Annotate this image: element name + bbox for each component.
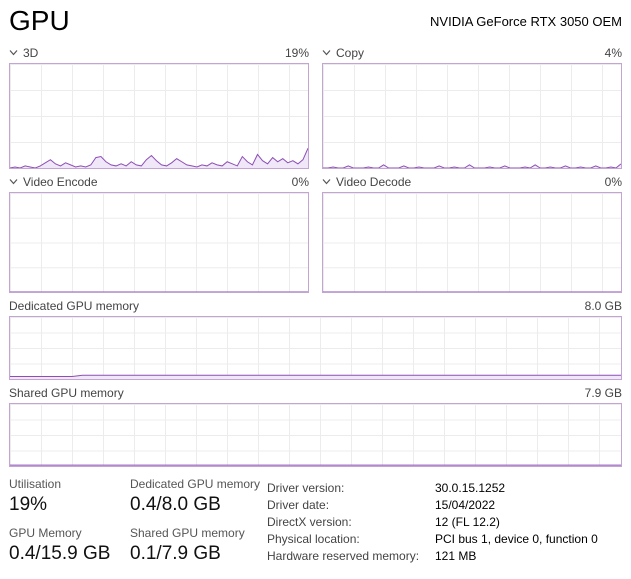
- detail-label: Driver date:: [267, 498, 330, 512]
- stat-gpu-memory-value: 0.4/15.9 GB: [9, 543, 111, 564]
- chart-copy-value: 4%: [604, 45, 622, 60]
- detail-label: Hardware reserved memory:: [267, 549, 420, 563]
- stats-column-1: Utilisation 19% GPU Memory 0.4/15.9 GB: [9, 477, 130, 575]
- chart-dedicated-memory-header: Dedicated GPU memory 8.0 GB: [9, 298, 622, 313]
- stat-utilisation-label: Utilisation: [9, 477, 62, 491]
- chart-copy-label: Copy: [336, 45, 365, 60]
- detail-row: Driver version: 30.0.15.1252: [267, 480, 622, 497]
- chart-shared-memory-label: Shared GPU memory: [9, 385, 124, 400]
- chart-video-decode-header: Video Decode 0%: [322, 174, 622, 189]
- detail-value: 30.0.15.1252: [435, 481, 506, 495]
- utilization-chart-grid: 3D 19% Copy 4%: [9, 40, 622, 293]
- stat-gpu-memory: GPU Memory 0.4/15.9 GB: [9, 526, 130, 566]
- stat-dedicated-memory: Dedicated GPU memory 0.4/8.0 GB: [130, 477, 267, 517]
- chart-3d-label: 3D: [23, 45, 39, 60]
- chart-video-encode: Video Encode 0%: [9, 169, 309, 293]
- detail-row: Physical location: PCI bus 1, device 0, …: [267, 531, 622, 548]
- chevron-down-icon[interactable]: [322, 178, 331, 185]
- chart-3d-canvas: [9, 63, 309, 169]
- chart-3d: 3D 19%: [9, 40, 309, 169]
- stat-shared-memory: Shared GPU memory 0.1/7.9 GB: [130, 526, 267, 566]
- chart-3d-header: 3D 19%: [9, 45, 309, 60]
- chart-video-encode-label: Video Encode: [23, 174, 98, 189]
- chevron-down-icon[interactable]: [322, 49, 331, 56]
- chart-shared-memory: Shared GPU memory 7.9 GB: [9, 385, 622, 467]
- chart-video-encode-header: Video Encode 0%: [9, 174, 309, 189]
- detail-row: DirectX version: 12 (FL 12.2): [267, 514, 622, 531]
- stats-column-3: Driver version: 30.0.15.1252 Driver date…: [267, 477, 622, 575]
- sparkline: [10, 404, 621, 466]
- chart-dedicated-memory-label: Dedicated GPU memory: [9, 298, 140, 313]
- detail-label: Driver version:: [267, 481, 345, 495]
- detail-value: 15/04/2022: [435, 498, 496, 512]
- stat-gpu-memory-label: GPU Memory: [9, 526, 82, 540]
- page-title: GPU: [9, 5, 70, 36]
- chart-video-encode-value: 0%: [291, 174, 309, 189]
- chart-dedicated-memory: Dedicated GPU memory 8.0 GB: [9, 298, 622, 380]
- stats-column-2: Dedicated GPU memory 0.4/8.0 GB Shared G…: [130, 477, 267, 575]
- chart-shared-memory-capacity: 7.9 GB: [584, 385, 622, 400]
- gpu-name: NVIDIA GeForce RTX 3050 OEM: [430, 14, 622, 29]
- chart-dedicated-memory-capacity: 8.0 GB: [584, 298, 622, 313]
- chart-video-encode-canvas: [9, 192, 309, 293]
- chart-3d-value: 19%: [284, 45, 309, 60]
- stat-dedicated-memory-label: Dedicated GPU memory: [130, 477, 261, 491]
- stats-section: Utilisation 19% GPU Memory 0.4/15.9 GB D…: [9, 477, 622, 575]
- sparkline: [323, 64, 621, 168]
- detail-label: Physical location:: [267, 532, 360, 546]
- chart-copy-header: Copy 4%: [322, 45, 622, 60]
- chart-video-decode-canvas: [322, 192, 622, 293]
- chart-video-decode-value: 0%: [604, 174, 622, 189]
- titlebar: GPU NVIDIA GeForce RTX 3050 OEM: [9, 4, 622, 38]
- stat-utilisation: Utilisation 19%: [9, 477, 130, 517]
- stat-shared-memory-value: 0.1/7.9 GB: [130, 543, 221, 564]
- chevron-down-icon[interactable]: [9, 178, 18, 185]
- detail-value: 12 (FL 12.2): [435, 515, 500, 529]
- detail-value: PCI bus 1, device 0, function 0: [435, 532, 598, 546]
- stat-utilisation-value: 19%: [9, 494, 48, 515]
- detail-row: Hardware reserved memory: 121 MB: [267, 548, 622, 565]
- chart-shared-memory-canvas: [9, 403, 622, 467]
- detail-row: Driver date: 15/04/2022: [267, 497, 622, 514]
- detail-value: 121 MB: [435, 549, 477, 563]
- sparkline: [10, 64, 308, 168]
- chart-copy: Copy 4%: [322, 40, 622, 169]
- detail-label: DirectX version:: [267, 515, 352, 529]
- chart-shared-memory-header: Shared GPU memory 7.9 GB: [9, 385, 622, 400]
- stat-shared-memory-label: Shared GPU memory: [130, 526, 245, 540]
- chart-video-decode: Video Decode 0%: [322, 169, 622, 293]
- sparkline: [10, 193, 308, 292]
- sparkline: [323, 193, 621, 292]
- chart-video-decode-label: Video Decode: [336, 174, 412, 189]
- stat-dedicated-memory-value: 0.4/8.0 GB: [130, 494, 221, 515]
- chevron-down-icon[interactable]: [9, 49, 18, 56]
- chart-dedicated-memory-canvas: [9, 316, 622, 380]
- sparkline: [10, 317, 621, 379]
- chart-copy-canvas: [322, 63, 622, 169]
